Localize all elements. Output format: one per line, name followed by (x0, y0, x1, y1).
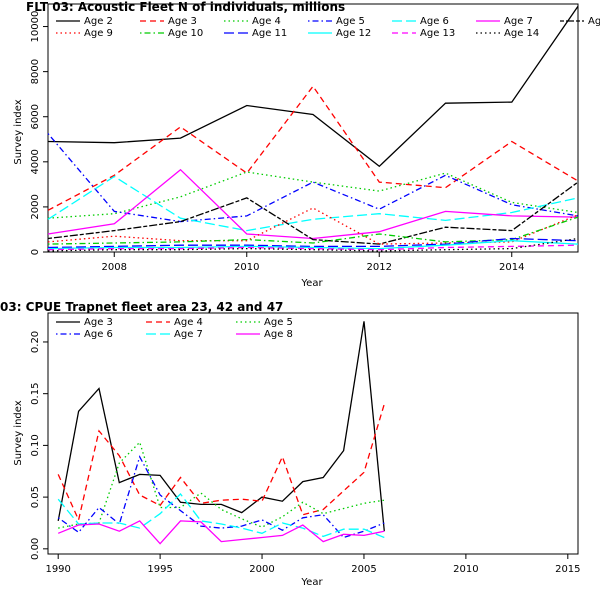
chart1-xtick-label: 2010 (234, 262, 259, 273)
chart1-series-line-age-8 (47, 181, 579, 245)
chart1-ytick-label: 8000 (30, 59, 41, 84)
chart1-legend-label: Age 12 (336, 28, 371, 39)
chart1-series-line-age-5 (47, 133, 579, 223)
chart2-legend-label: Age 3 (84, 317, 113, 328)
chart2-series-line-age-7 (57, 493, 385, 539)
chart1-series-line-age-14 (47, 237, 579, 252)
chart1-legend-label: Age 7 (504, 16, 533, 27)
chart1-xtick-label: 2012 (367, 262, 392, 273)
chart1-legend-label: Age 14 (504, 28, 539, 39)
chart2-xtick-label: 1990 (45, 564, 70, 575)
chart2-series-line-age-6 (57, 455, 385, 539)
chart2-ytick-label: 0.10 (30, 434, 41, 456)
chart2-xtick-label: 2000 (249, 564, 274, 575)
chart1-legend-label: Age 5 (336, 16, 365, 27)
chart1-series-line-age-2 (47, 5, 579, 168)
chart2-legend-label: Age 4 (174, 317, 203, 328)
chart2-legend-label: Age 8 (264, 329, 293, 340)
chart2-legend-label: Age 5 (264, 317, 293, 328)
chart1-legend-label: Age 9 (84, 28, 113, 39)
chart1-legend-label: Age 4 (252, 16, 281, 27)
chart2-ytick-label: 0.00 (30, 538, 41, 560)
chart2-legend-label: Age 7 (174, 329, 203, 340)
chart1-series-line-age-6 (47, 175, 579, 232)
chart1-xlabel: Year (300, 278, 323, 289)
chart1-legend-label: Age 10 (168, 28, 203, 39)
chart1-legend-label: Age 2 (84, 16, 113, 27)
chart1-series-line-age-10 (47, 216, 579, 245)
chart1-series-line-age-4 (47, 171, 579, 219)
chart1-xtick-label: 2008 (102, 262, 127, 273)
chart1-series-line-age-11 (47, 237, 579, 249)
chart1-ytick-label: 10000 (30, 11, 41, 43)
chart1-series-line-age-3 (47, 85, 579, 211)
chart2-legend-label: Age 6 (84, 329, 113, 340)
chart2-ytick-label: 0.20 (30, 331, 41, 353)
chart1-title: FLT 03: Acoustic Fleet N of individuals,… (26, 0, 345, 14)
chart1-series-line-age-7 (47, 168, 579, 240)
chart1-legend-label: Age 13 (420, 28, 455, 39)
chart2-title: 03: CPUE Trapnet fleet area 23, 42 and 4… (0, 300, 283, 314)
chart1-legend-label: Age 3 (168, 16, 197, 27)
chart2-xtick-label: 1995 (147, 564, 172, 575)
chart2-ylabel: Survey index (13, 400, 24, 465)
chart2-series-line-age-4 (57, 403, 385, 522)
chart1-series-line-age-13 (47, 244, 579, 251)
chart2-xtick-label: 2015 (555, 564, 580, 575)
chart2-series-line-age-3 (57, 321, 385, 532)
chart1-ytick-label: 2000 (30, 194, 41, 219)
chart2-plot-frame (47, 312, 579, 555)
chart2-xlabel: Year (300, 577, 323, 588)
chart2-series-line-age-5 (58, 441, 385, 529)
chart1-ytick-label: 4000 (30, 149, 41, 174)
chart2-series-line-age-8 (57, 520, 385, 545)
chart1-legend-label: Age 11 (252, 28, 287, 39)
chart1-xtick-label: 2014 (499, 262, 524, 273)
chart1-series-line-age-12 (47, 240, 579, 250)
chart2-xtick-label: 2005 (351, 564, 376, 575)
chart1-ytick-label: 0 (30, 249, 41, 255)
chart1-ytick-label: 6000 (30, 104, 41, 129)
chart2-ytick-label: 0.15 (30, 383, 41, 405)
chart2-xtick-label: 2010 (453, 564, 478, 575)
chart1-legend-label: Age 8 (588, 16, 600, 27)
chart2-ytick-label: 0.05 (30, 486, 41, 508)
chart1-ylabel: Survey index (13, 99, 24, 164)
chart1-plot-frame (47, 3, 579, 253)
chart1-legend-label: Age 6 (420, 16, 449, 27)
